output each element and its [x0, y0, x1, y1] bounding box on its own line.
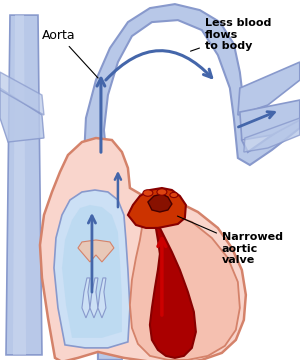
Polygon shape	[13, 15, 26, 355]
Polygon shape	[148, 194, 172, 212]
Text: Aorta: Aorta	[42, 28, 98, 78]
Polygon shape	[0, 72, 44, 115]
Polygon shape	[98, 278, 106, 318]
Polygon shape	[240, 100, 300, 140]
Polygon shape	[128, 188, 186, 228]
Text: Less blood
flows
to body: Less blood flows to body	[190, 18, 271, 51]
Polygon shape	[238, 62, 300, 115]
Polygon shape	[90, 278, 98, 318]
Ellipse shape	[170, 192, 178, 198]
Polygon shape	[84, 4, 300, 360]
Text: Narrowed
aortic
valve: Narrowed aortic valve	[177, 216, 283, 265]
Polygon shape	[6, 15, 42, 355]
Ellipse shape	[157, 189, 167, 195]
Polygon shape	[130, 215, 240, 360]
Polygon shape	[82, 278, 90, 318]
Polygon shape	[54, 190, 130, 348]
Polygon shape	[62, 205, 122, 338]
Polygon shape	[244, 118, 300, 152]
Polygon shape	[78, 240, 114, 262]
Ellipse shape	[143, 190, 153, 196]
Polygon shape	[40, 138, 246, 360]
Polygon shape	[0, 88, 44, 142]
Polygon shape	[150, 228, 196, 358]
